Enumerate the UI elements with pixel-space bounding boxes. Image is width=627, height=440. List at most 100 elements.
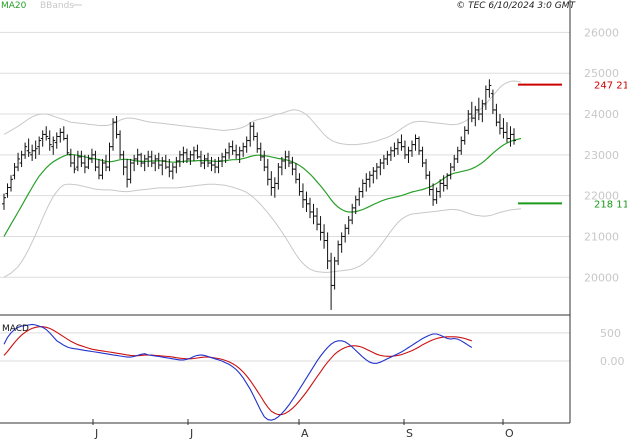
price-bar xyxy=(336,240,341,266)
price-bar xyxy=(65,134,70,155)
price-bar xyxy=(413,134,418,151)
price-bar xyxy=(89,148,94,163)
price-y-tick-25000: 25000 xyxy=(584,67,619,80)
price-bar xyxy=(75,150,80,172)
price-bar xyxy=(329,252,334,310)
price-bar xyxy=(452,154,457,172)
macd-y-tick-0.00: 0.00 xyxy=(600,355,625,368)
price-bar xyxy=(244,136,249,153)
price-bar xyxy=(473,105,478,127)
legend-bbands: BBands xyxy=(40,1,74,11)
price-bar xyxy=(132,154,137,172)
price-bar xyxy=(51,136,56,155)
price-bar xyxy=(308,197,312,219)
price-bar xyxy=(104,154,108,172)
price-bar xyxy=(378,158,383,176)
price-bar xyxy=(293,163,298,184)
price-bar xyxy=(188,150,193,166)
price-bar xyxy=(96,158,101,180)
ma20-series xyxy=(3,137,522,237)
price-bar xyxy=(114,116,119,139)
price-bar xyxy=(420,146,425,168)
price-bar xyxy=(195,144,200,159)
price-bar xyxy=(276,163,281,190)
price-bar xyxy=(79,150,84,168)
price-bar xyxy=(367,171,372,188)
price-bar xyxy=(427,171,432,196)
price-bar xyxy=(153,154,158,172)
price-bar xyxy=(23,142,28,159)
price-bar xyxy=(100,158,105,180)
price-bar xyxy=(512,128,516,145)
price-bar xyxy=(315,207,320,231)
price-bar xyxy=(40,130,45,147)
price-bar xyxy=(364,173,369,192)
price-bar xyxy=(149,150,154,168)
price-bar xyxy=(227,142,232,159)
price-bar xyxy=(469,101,474,123)
price-y-tick-21000: 21000 xyxy=(584,230,619,243)
price-bar xyxy=(424,158,429,180)
copyright-timestamp: © TEC 6/10/2024 3:0 GMT xyxy=(456,1,576,11)
price-bar xyxy=(107,142,112,172)
price-bar xyxy=(304,191,309,212)
price-bar xyxy=(262,150,267,172)
price-bar xyxy=(37,136,42,155)
price-bar xyxy=(487,79,492,98)
price-bar xyxy=(174,156,179,174)
price-bar xyxy=(2,193,6,210)
level-label-0: 247 21 xyxy=(594,81,627,92)
price-bar xyxy=(258,142,263,161)
price-bar xyxy=(251,122,256,141)
price-bar xyxy=(135,148,140,166)
macd-series xyxy=(3,323,473,421)
y-axis-ticks: 26000 25000 24000 23000 22000 21000 20000 500 0.… xyxy=(584,26,625,368)
x-tick-label-2: A xyxy=(301,427,309,440)
price-bar xyxy=(399,134,404,151)
price-bars xyxy=(2,79,516,310)
price-bar xyxy=(371,167,376,184)
chart-frame xyxy=(0,0,571,424)
price-bar xyxy=(374,163,379,180)
price-bar xyxy=(431,183,436,206)
price-bar xyxy=(125,158,130,188)
x-tick-label-3: S xyxy=(406,427,413,440)
price-y-tick-20000: 20000 xyxy=(584,271,619,284)
price-bar xyxy=(501,118,506,139)
price-bar xyxy=(47,130,52,151)
price-y-tick-22000: 22000 xyxy=(584,190,619,203)
price-bar xyxy=(61,126,66,141)
price-y-tick-23000: 23000 xyxy=(584,149,619,162)
price-bar xyxy=(490,89,495,115)
price-bar xyxy=(68,148,73,168)
price-bar xyxy=(346,216,351,235)
price-y-tick-26000: 26000 xyxy=(584,26,619,39)
price-bar xyxy=(177,150,182,168)
price-bar xyxy=(170,163,175,180)
x-tick-label-4: O xyxy=(505,427,514,440)
price-bar xyxy=(26,138,31,157)
price-bar xyxy=(448,163,453,180)
price-bar xyxy=(290,156,295,176)
bbands-series xyxy=(3,80,522,278)
bband-lower-line xyxy=(3,183,522,278)
price-bar xyxy=(494,103,499,127)
macd-y-tick-500: 500 xyxy=(600,327,621,340)
price-bar xyxy=(16,152,21,172)
x-tick-label-1: J xyxy=(189,427,193,440)
price-bar xyxy=(72,154,77,174)
price-bar xyxy=(388,146,393,161)
price-bar xyxy=(504,122,509,143)
price-bar xyxy=(44,126,49,141)
legend-ma20: MA20 xyxy=(1,1,27,11)
price-bar xyxy=(480,99,485,123)
price-bar xyxy=(459,136,464,155)
price-bar xyxy=(142,154,147,172)
price-bar xyxy=(248,122,253,147)
bband-upper-line xyxy=(3,80,522,146)
x-tick-label-0: J xyxy=(94,427,98,440)
price-bar xyxy=(230,140,235,155)
price-bar xyxy=(272,177,277,198)
price-bar xyxy=(146,150,151,168)
